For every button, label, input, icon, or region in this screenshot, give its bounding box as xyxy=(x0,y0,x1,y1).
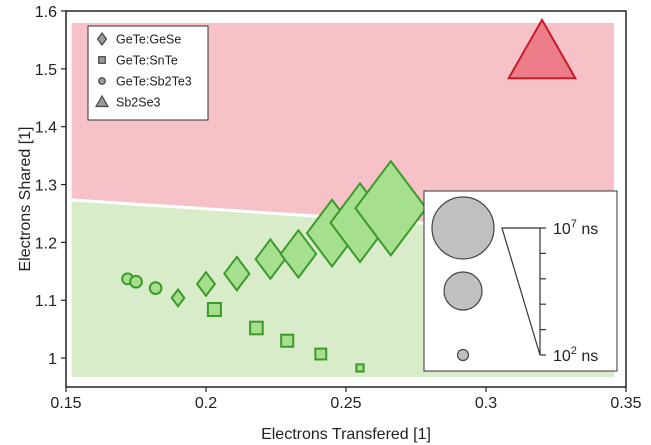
legend-label: GeTe:GeSe xyxy=(116,33,181,47)
data-point-triangle-1 xyxy=(506,17,578,80)
data-point-diamond-2 xyxy=(195,270,217,298)
legend-marker-triangle xyxy=(94,94,110,108)
data-point-diamond-5 xyxy=(279,228,318,280)
size-label-min-base: 10 xyxy=(553,348,571,365)
x-tick-label: 0.2 xyxy=(195,395,217,412)
size-label-max-unit: ns xyxy=(577,221,598,238)
legend-label: GeTe:SnTe xyxy=(116,54,178,68)
data-point-diamond-4 xyxy=(254,237,287,281)
y-tick-label: 1.3 xyxy=(35,178,57,195)
data-point-diamond-1 xyxy=(170,287,186,308)
size-label-min: 102 ns xyxy=(553,345,598,365)
legend-marker-diamond xyxy=(96,32,108,46)
series-circle xyxy=(121,272,163,295)
data-point-square-4 xyxy=(314,347,328,361)
y-tick-label: 1.4 xyxy=(35,120,57,137)
data-point-circle-3 xyxy=(148,281,163,295)
data-point-square-3 xyxy=(280,333,295,348)
data-point-diamond-3 xyxy=(223,255,251,293)
data-point-diamond-8 xyxy=(354,159,428,258)
data-point-square-1 xyxy=(206,301,222,317)
y-tick-label: 1.5 xyxy=(35,62,57,79)
size-circle-large xyxy=(431,196,495,260)
legend-label: Sb2Se3 xyxy=(116,96,161,110)
legend-label: GeTe:Sb2Te3 xyxy=(116,75,192,89)
series-triangle xyxy=(506,17,578,80)
x-tick-label: 0.15 xyxy=(50,395,81,412)
data-point-circle-2 xyxy=(129,274,143,289)
size-label-min-exponent: 2 xyxy=(571,345,577,357)
size-label-min-unit: ns xyxy=(577,348,598,365)
y-tick-label: 1.6 xyxy=(35,4,57,21)
data-point-square-2 xyxy=(249,320,264,336)
size-label-max-base: 10 xyxy=(553,221,571,238)
legend-box xyxy=(87,25,209,121)
legend-marker-circle xyxy=(98,77,106,85)
x-axis-label: Electrons Transfered [1] xyxy=(261,426,431,443)
y-axis-label: Electrons Shared [1] xyxy=(17,127,34,272)
series-square xyxy=(206,301,365,373)
x-tick-label: 0.3 xyxy=(475,395,497,412)
legend-marker-square xyxy=(98,56,106,64)
legend: GeTe:GeSe GeTe:SnTe GeTe:Sb2Te3 Sb2Se3 xyxy=(87,25,209,121)
series-diamond xyxy=(170,159,428,308)
x-tick-label: 0.25 xyxy=(330,395,361,412)
size-wedge xyxy=(501,227,541,356)
y-tick-label: 1.2 xyxy=(35,235,57,252)
data-point-square-5 xyxy=(355,363,365,373)
y-tick-label: 1 xyxy=(48,351,57,368)
x-tick-label: 0.35 xyxy=(610,395,641,412)
size-label-max-exponent: 7 xyxy=(571,218,577,230)
axes: 0.15 0.2 0.25 0.3 0.35 1 1.1 1.2 1.3 1.4 1.5 1.6 Ele… xyxy=(17,4,642,443)
y-tick-label: 1.1 xyxy=(35,293,57,310)
size-circle-small xyxy=(456,348,470,362)
size-label-max: 107 ns xyxy=(553,218,598,238)
size-circle-medium xyxy=(443,271,483,311)
